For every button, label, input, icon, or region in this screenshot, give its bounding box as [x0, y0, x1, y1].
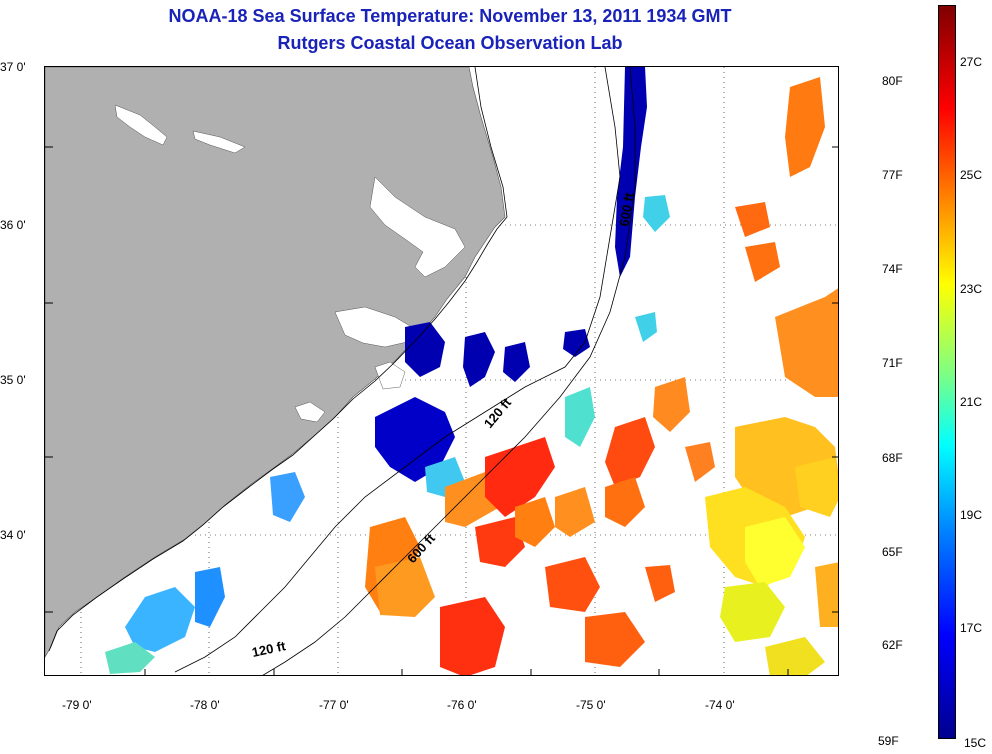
isobath-120ft [174, 67, 621, 673]
lon-label-75: -75 0' [576, 698, 606, 712]
colorbar-label-f-65: 65F [882, 545, 903, 559]
coastline [48, 67, 508, 652]
colorbar-label-c-25: 25C [960, 168, 983, 182]
colorbar-label-c-15: 15C [964, 736, 987, 750]
lon-label-79: -79 0' [62, 698, 92, 712]
lon-label-78: -78 0' [190, 698, 220, 712]
map-subtitle: Rutgers Coastal Ocean Observation Lab [277, 33, 623, 53]
colorbar-label-f-62: 62F [882, 638, 903, 652]
colorbar-label-f-74: 74F [882, 262, 903, 276]
lat-label-35: 35 0' [0, 373, 26, 387]
sst-patches [105, 67, 838, 675]
colorbar-label-f-80: 80F [882, 74, 903, 88]
contour-label-600ft-north: 600 ft [616, 191, 637, 228]
colorbar-label-c-23: 23C [960, 282, 983, 296]
colorbar-label-f-77: 77F [882, 168, 903, 182]
isobath-600ft [262, 67, 636, 675]
sst-map: 600 ft 120 ft 600 ft 120 ft [44, 66, 839, 676]
colorbar-label-c-21: 21C [960, 395, 983, 409]
colorbar-label-c-19: 19C [960, 508, 983, 522]
colorbar-label-c-27: 27C [960, 55, 983, 69]
frame-ticks [45, 146, 838, 675]
colorbar-label-f-71: 71F [882, 356, 903, 370]
map-title: NOAA-18 Sea Surface Temperature: Novembe… [168, 6, 732, 26]
colorbar-label-f-68: 68F [882, 451, 903, 465]
contour-label-120ft-mid: 120 ft [481, 395, 515, 431]
lat-label-37: 37 0' [0, 60, 26, 74]
lat-label-34: 34 0' [0, 528, 26, 542]
colorbar-label-f-59: 59F [878, 734, 899, 748]
lat-label-36: 36 0' [0, 218, 26, 232]
lon-label-74: -74 0' [705, 698, 735, 712]
colorbar-label-c-17: 17C [960, 621, 983, 635]
sst-map-canvas: 600 ft 120 ft 600 ft 120 ft [45, 67, 838, 675]
lon-label-77: -77 0' [319, 698, 349, 712]
contour-label-120ft-south: 120 ft [251, 638, 288, 660]
temperature-colorbar [938, 5, 956, 739]
lon-label-76: -76 0' [447, 698, 477, 712]
